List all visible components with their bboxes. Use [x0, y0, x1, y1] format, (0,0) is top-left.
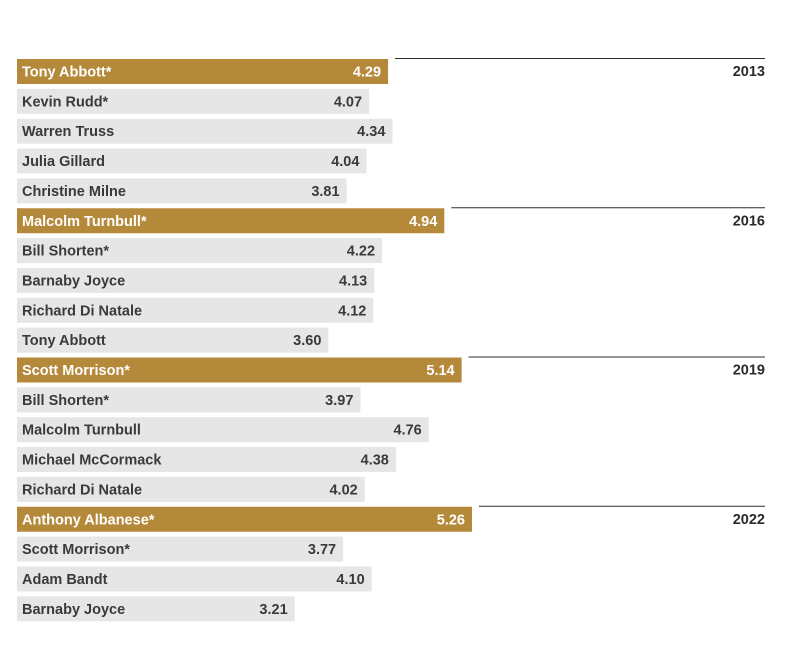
bar-value-label: 3.60	[293, 333, 321, 349]
bar-value-label: 5.26	[437, 512, 465, 528]
bar-label: Barnaby Joyce	[22, 273, 125, 289]
bar-value-label: 4.29	[353, 65, 381, 81]
year-label: 2019	[733, 363, 765, 379]
bar	[17, 238, 383, 264]
bar	[17, 476, 365, 502]
bar-value-label: 4.34	[357, 124, 385, 140]
bar-label: Scott Morrison*	[22, 542, 130, 558]
bar-label: Barnaby Joyce	[22, 602, 125, 618]
winner-bar	[17, 59, 389, 84]
year-label: 2016	[733, 213, 765, 229]
bar-label: Michael McCormack	[22, 453, 162, 469]
bar-label: Richard Di Natale	[22, 303, 142, 319]
bar-label: Malcolm Turnbull*	[22, 214, 147, 230]
bar	[17, 148, 367, 174]
bar-value-label: 4.76	[394, 423, 422, 439]
bar-value-label: 4.02	[329, 482, 357, 498]
bar-label: Julia Gillard	[22, 154, 105, 170]
bar-label: Bill Shorten*	[22, 393, 109, 409]
bar	[17, 566, 372, 592]
bar-value-label: 4.10	[336, 572, 364, 588]
bar	[17, 267, 375, 293]
bar-label: Warren Truss	[22, 124, 114, 140]
bar-label: Malcolm Turnbull	[22, 423, 141, 439]
bar-label: Scott Morrison*	[22, 363, 130, 379]
winner-bar	[17, 208, 445, 234]
bar-value-label: 4.38	[361, 453, 389, 469]
bar	[17, 327, 329, 353]
bar	[17, 596, 295, 622]
year-label: 2022	[733, 512, 765, 528]
bar-value-label: 3.81	[311, 184, 339, 200]
bar-value-label: 4.04	[331, 154, 359, 170]
bar	[17, 387, 361, 413]
bar-value-label: 4.12	[338, 303, 366, 319]
bar-value-label: 4.13	[339, 273, 367, 289]
bar-value-label: 4.94	[409, 214, 437, 230]
bar-value-label: 4.07	[334, 94, 362, 110]
year-label: 2013	[733, 64, 765, 80]
bar	[17, 118, 393, 144]
bar	[17, 178, 347, 204]
bar-value-label: 5.14	[426, 363, 454, 379]
winner-bar	[17, 357, 462, 383]
bar-value-label: 3.97	[325, 393, 353, 409]
bar	[17, 536, 344, 562]
bar	[17, 447, 396, 473]
bar-label: Tony Abbott*	[22, 65, 112, 81]
bar-label: Richard Di Natale	[22, 482, 142, 498]
bar	[17, 417, 429, 443]
bar-value-label: 3.21	[259, 602, 287, 618]
bar-label: Kevin Rudd*	[22, 94, 109, 110]
bar	[17, 297, 374, 323]
bar-value-label: 4.22	[347, 244, 375, 260]
bar-label: Tony Abbott	[22, 333, 106, 349]
bar-label: Bill Shorten*	[22, 244, 109, 260]
bar-label: Christine Milne	[22, 184, 126, 200]
winner-bar	[17, 506, 472, 532]
bar	[17, 88, 370, 114]
bar-label: Anthony Albanese*	[22, 512, 155, 528]
bar-label: Adam Bandt	[22, 572, 108, 588]
bar-value-label: 3.77	[308, 542, 336, 558]
